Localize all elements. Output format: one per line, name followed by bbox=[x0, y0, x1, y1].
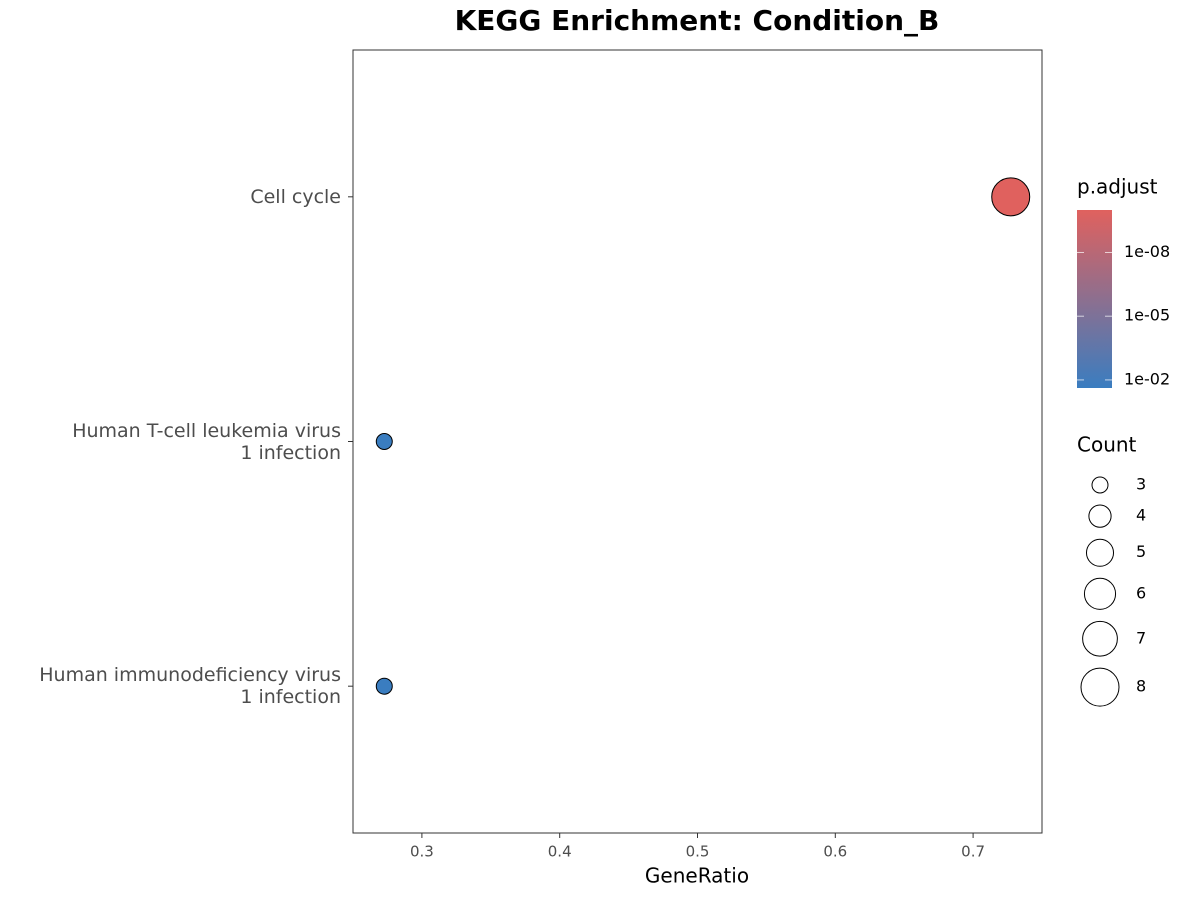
color-legend-title: p.adjust bbox=[1077, 175, 1158, 199]
x-tick-label: 0.4 bbox=[548, 843, 572, 861]
size-label: 4 bbox=[1136, 506, 1146, 525]
plot-panel bbox=[352, 49, 1043, 834]
size-label: 8 bbox=[1136, 677, 1146, 696]
colorbar-label: 1e-05 bbox=[1124, 306, 1170, 325]
y-tick-label: Cell cycle bbox=[250, 185, 341, 208]
size-key bbox=[1085, 538, 1115, 567]
size-legend-title: Count bbox=[1077, 433, 1137, 457]
x-tick-label: 0.6 bbox=[823, 843, 847, 861]
x-tick-label: 0.3 bbox=[410, 843, 434, 861]
y-tick-label: Human T-cell leukemia virus 1 infection bbox=[72, 419, 341, 464]
point bbox=[991, 177, 1031, 217]
colorbar-label: 1e-08 bbox=[1124, 242, 1170, 261]
size-key bbox=[1091, 476, 1109, 494]
size-label: 7 bbox=[1136, 628, 1146, 647]
size-key bbox=[1083, 577, 1117, 610]
size-label: 5 bbox=[1136, 542, 1146, 561]
x-tick-label: 0.5 bbox=[686, 843, 710, 861]
colorbar-label: 1e-02 bbox=[1124, 369, 1170, 388]
size-label: 3 bbox=[1136, 475, 1146, 494]
x-axis-title: GeneRatio bbox=[645, 864, 749, 888]
x-tick-label: 0.7 bbox=[961, 843, 985, 861]
chart-title: KEGG Enrichment: Condition_B bbox=[455, 4, 940, 37]
point bbox=[375, 433, 393, 450]
point bbox=[375, 677, 393, 695]
size-label: 6 bbox=[1136, 583, 1146, 602]
y-tick-label: Human immunodeficiency virus 1 infection bbox=[39, 664, 341, 709]
size-key bbox=[1082, 620, 1118, 657]
colorbar bbox=[1077, 210, 1112, 388]
size-key bbox=[1088, 504, 1112, 528]
size-key bbox=[1080, 667, 1120, 707]
